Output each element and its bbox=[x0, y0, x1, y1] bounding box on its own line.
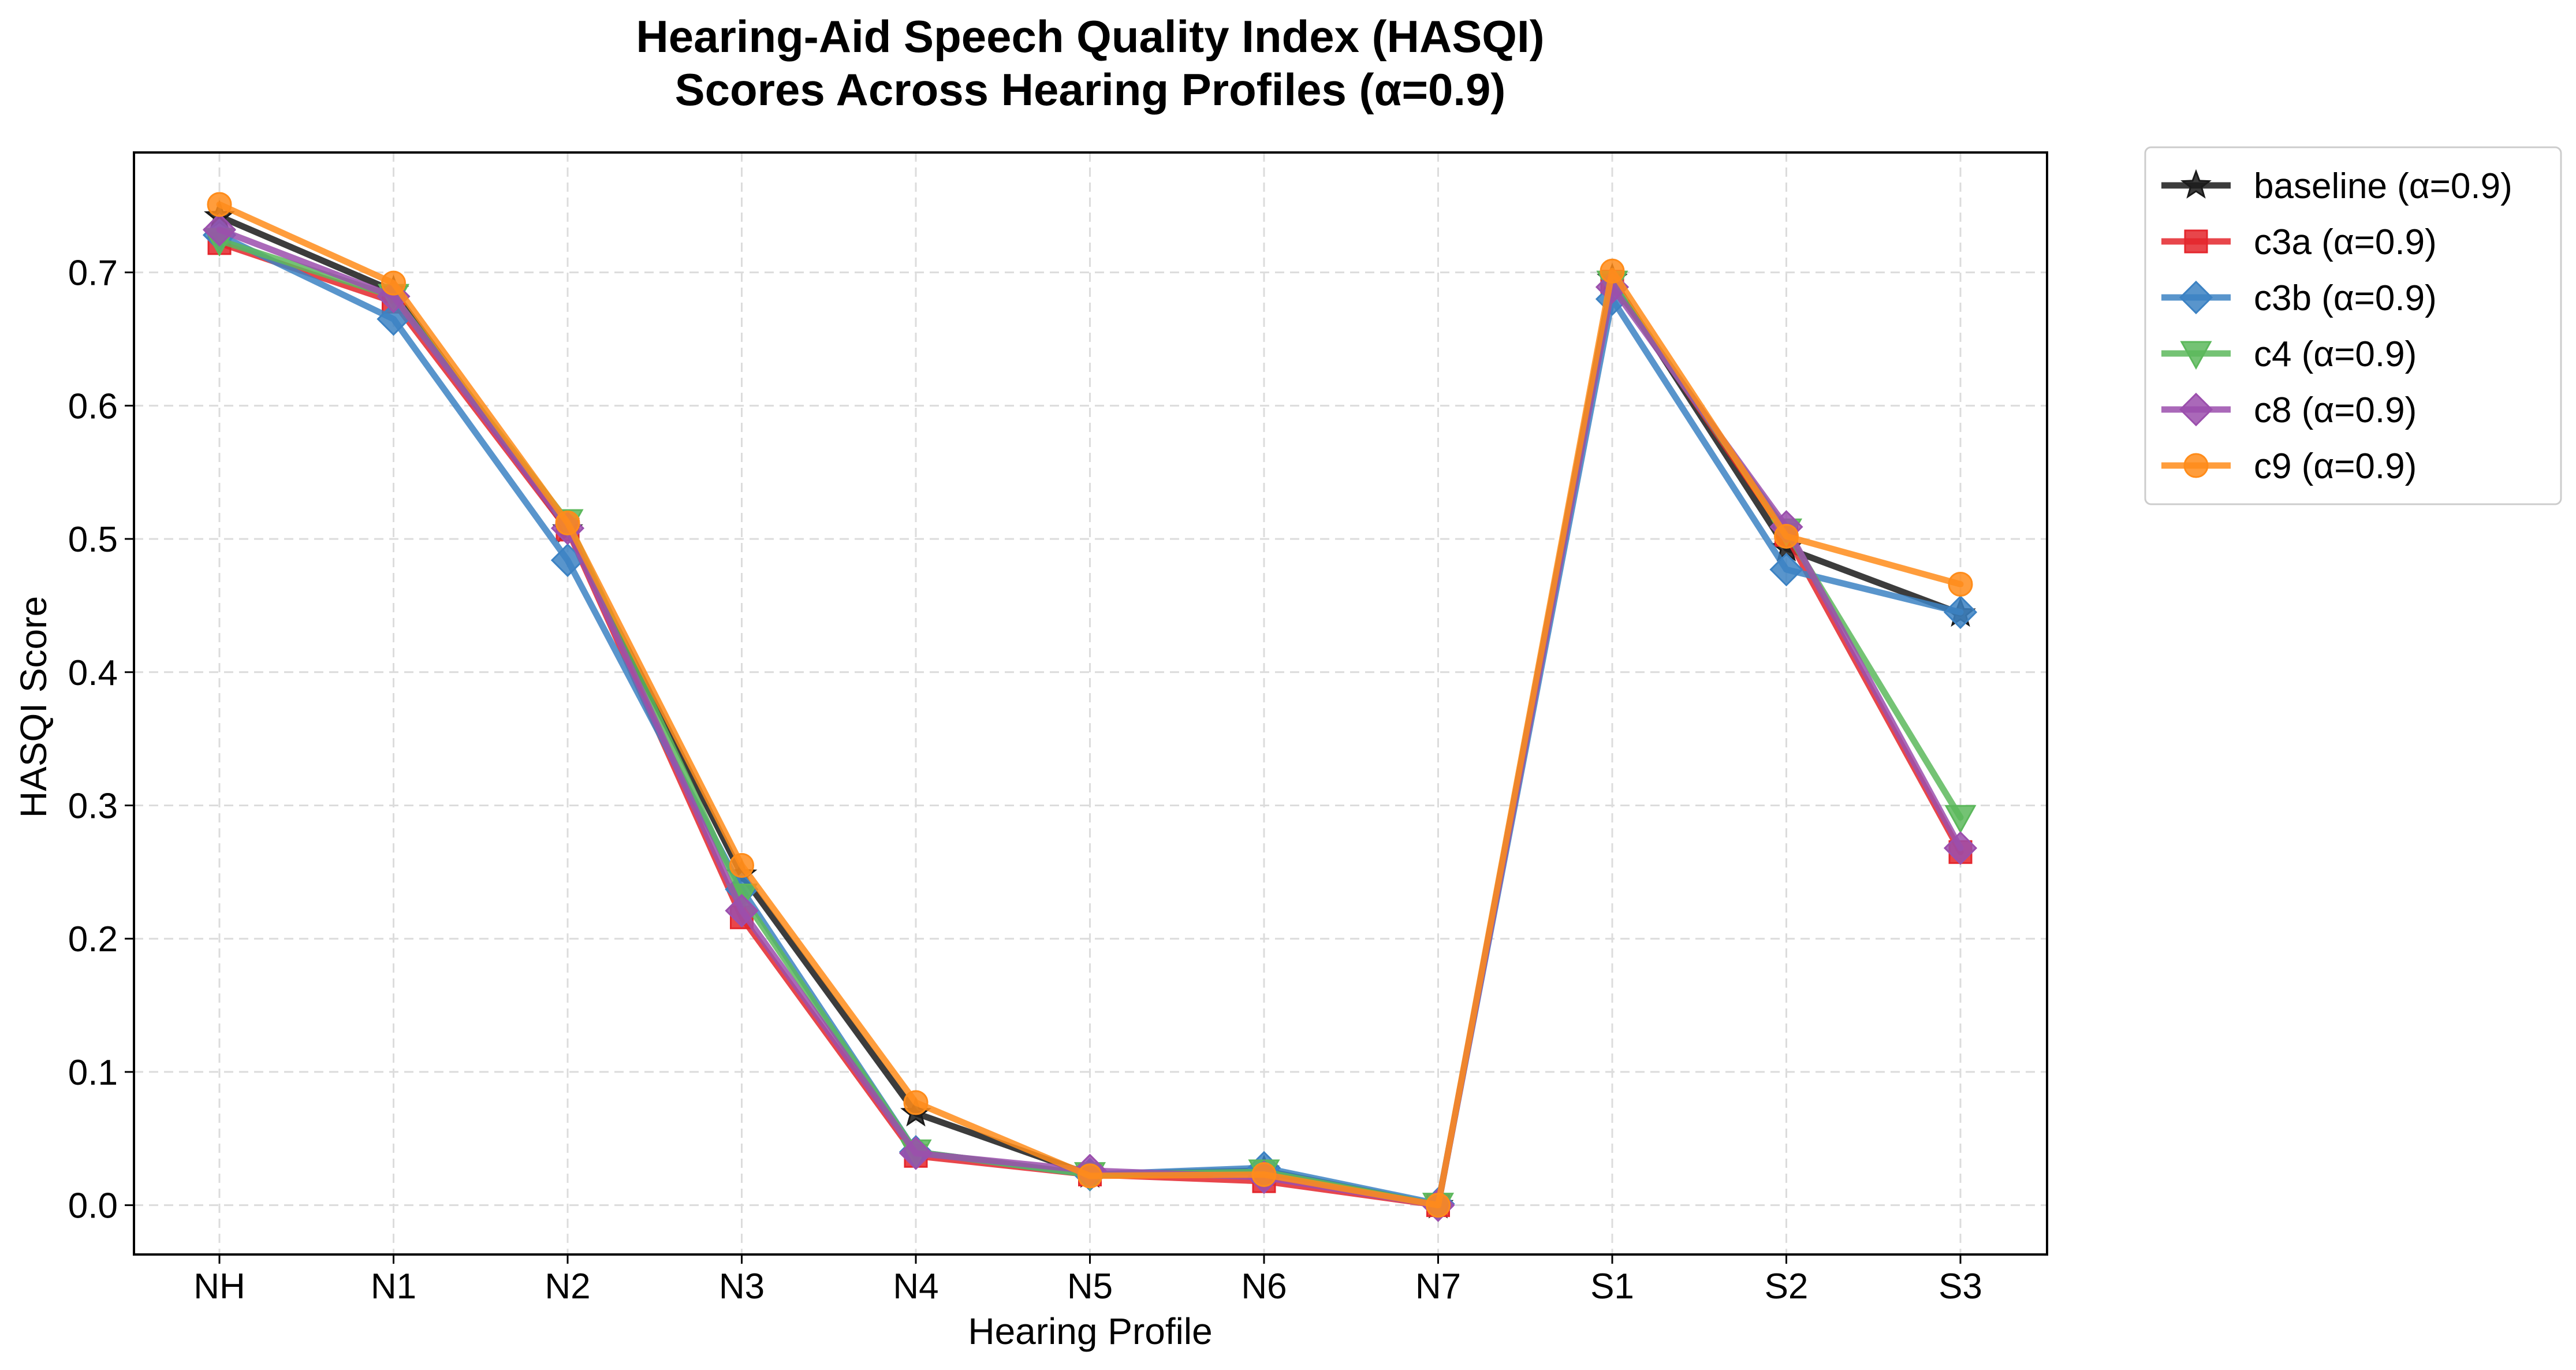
x-tick-label: NH bbox=[193, 1267, 245, 1306]
x-tick-label: N2 bbox=[545, 1267, 590, 1306]
legend-box bbox=[2144, 146, 2562, 505]
x-tick-label: N3 bbox=[719, 1267, 765, 1306]
x-tick-label: N5 bbox=[1067, 1267, 1113, 1306]
y-tick-label: 0.2 bbox=[68, 919, 118, 959]
data-point bbox=[1426, 1193, 1451, 1218]
y-tick-label: 0.5 bbox=[68, 520, 118, 560]
data-point bbox=[555, 510, 580, 535]
chart-subtitle: Scores Across Hearing Profiles (α=0.9) bbox=[675, 64, 1506, 115]
x-tick-label: N4 bbox=[893, 1267, 938, 1306]
legend-marker bbox=[2179, 280, 2213, 315]
data-point bbox=[202, 213, 237, 247]
series-group bbox=[202, 192, 1978, 1222]
legend-entry: c3a (α=0.9) bbox=[2161, 222, 2437, 262]
data-point bbox=[1769, 553, 1803, 587]
legend-label: c8 (α=0.9) bbox=[2254, 390, 2417, 430]
axis-ticks: NH N1 N2 N3 N4 N5 N6 N7 S1 S2 S3 0.0 0.1 0.2 0.3 0.4 0.5… bbox=[68, 254, 1982, 1306]
x-tick-label: S2 bbox=[1765, 1267, 1809, 1306]
y-tick-label: 0.7 bbox=[68, 254, 118, 293]
x-tick-label: N6 bbox=[1241, 1267, 1287, 1306]
y-tick-label: 0.0 bbox=[68, 1186, 118, 1226]
y-axis-label: HASQI Score bbox=[13, 596, 54, 818]
legend-entry: c4 (α=0.9) bbox=[2161, 334, 2417, 374]
data-point bbox=[1943, 595, 1978, 630]
data-point bbox=[903, 1090, 929, 1115]
x-tick-label: N1 bbox=[371, 1267, 416, 1306]
legend-label: c9 (α=0.9) bbox=[2254, 446, 2417, 486]
legend-entry: c8 (α=0.9) bbox=[2161, 390, 2417, 430]
data-point bbox=[725, 894, 759, 928]
data-point bbox=[1944, 805, 1977, 834]
x-axis-label: Hearing Profile bbox=[968, 1311, 1212, 1352]
y-tick-label: 0.6 bbox=[68, 386, 118, 426]
data-point bbox=[1078, 1163, 1102, 1189]
data-point bbox=[1943, 831, 1978, 865]
data-point bbox=[1600, 258, 1625, 284]
chart-title: Hearing-Aid Speech Quality Index (HASQI) bbox=[636, 11, 1544, 62]
legend-label: c3a (α=0.9) bbox=[2254, 222, 2437, 262]
data-point bbox=[1251, 1162, 1277, 1187]
legend-entry: baseline (α=0.9) bbox=[2161, 166, 2512, 206]
legend-marker bbox=[2180, 341, 2212, 370]
data-point bbox=[381, 270, 406, 296]
legend-entry: c9 (α=0.9) bbox=[2161, 446, 2417, 486]
data-point bbox=[1774, 523, 1799, 549]
legend: baseline (α=0.9) c3a (α=0.9) c3b (α=0.9) c4… bbox=[2144, 146, 2562, 505]
legend-marker bbox=[2180, 169, 2212, 199]
y-tick-label: 0.4 bbox=[68, 653, 118, 693]
x-tick-label: S3 bbox=[1938, 1267, 1982, 1306]
x-tick-label: N7 bbox=[1415, 1267, 1461, 1306]
legend-marker bbox=[2184, 229, 2208, 254]
data-point bbox=[729, 852, 754, 878]
legend-label: c4 (α=0.9) bbox=[2254, 334, 2417, 374]
data-point bbox=[207, 192, 232, 217]
grid-lines bbox=[134, 152, 2047, 1254]
legend-marker bbox=[2179, 392, 2213, 427]
series-5 bbox=[207, 192, 1973, 1218]
legend-label: baseline (α=0.9) bbox=[2254, 166, 2512, 206]
x-tick-label: S1 bbox=[1590, 1267, 1634, 1306]
data-point bbox=[899, 1136, 933, 1170]
legend-label: c3b (α=0.9) bbox=[2254, 278, 2437, 318]
y-tick-label: 0.1 bbox=[68, 1053, 118, 1093]
data-point bbox=[1948, 572, 1973, 597]
y-tick-label: 0.3 bbox=[68, 786, 118, 826]
legend-entry: c3b (α=0.9) bbox=[2161, 278, 2437, 318]
legend-marker bbox=[2183, 453, 2209, 478]
